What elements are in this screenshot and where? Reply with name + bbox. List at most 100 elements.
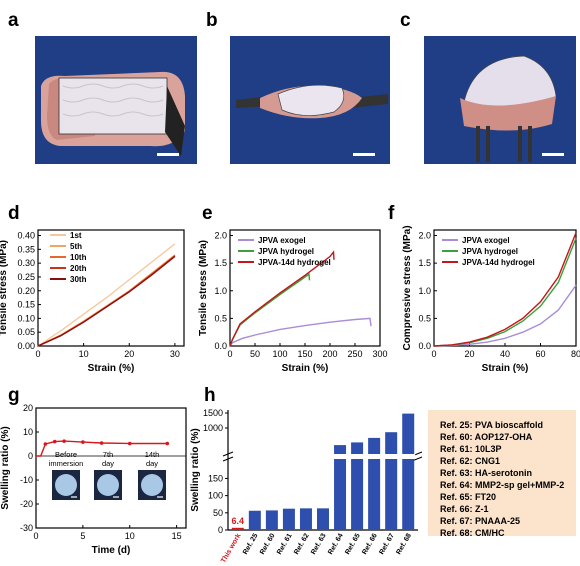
x-tick-label: 0	[227, 349, 232, 359]
y-tick-label: 100	[208, 491, 223, 501]
data-point	[52, 439, 57, 444]
inset-caption: 7th	[103, 450, 113, 459]
x-tick-label: 15	[172, 531, 182, 541]
ref-item: Ref. 67: PNAAA-25	[440, 516, 521, 526]
x-tick-label: 10	[125, 531, 135, 541]
x-tick-label: 5	[80, 531, 85, 541]
scale-bar-a	[157, 153, 179, 156]
x-tick-label: 0	[35, 349, 40, 359]
legend-entry: JPVA hydrogel	[258, 247, 314, 256]
bar-ref	[248, 510, 261, 530]
y-tick-label: 0.15	[17, 300, 35, 310]
y-tick-label: 150	[208, 473, 223, 483]
data-point	[81, 440, 85, 444]
x-tick-label: 20	[464, 349, 474, 359]
y-tick-label: 0.30	[17, 258, 35, 268]
bar-break-gap	[367, 454, 382, 459]
bar-ref	[385, 432, 398, 530]
x-axis-label: Strain (%)	[482, 363, 529, 374]
chart-g-frame	[35, 407, 187, 529]
bar-this-work	[231, 527, 244, 530]
scale-bar-b	[353, 153, 375, 156]
y-tick-label: 0.25	[17, 272, 35, 282]
ref-item: Ref. 66: Z-1	[440, 504, 489, 514]
legend-entry: 1st	[70, 231, 82, 240]
panel-label-e: e	[202, 203, 213, 224]
photo-b-tissue-stretched	[230, 36, 390, 164]
y-tick-label: 0.40	[17, 231, 35, 241]
x-tick-label: Ref. 67	[378, 532, 396, 555]
y-tick-label: -10	[20, 475, 33, 485]
y-tick-label: 1.0	[418, 286, 431, 296]
data-point	[43, 442, 48, 446]
x-tick-label: Ref. 63	[310, 532, 328, 555]
bar-break-gap	[350, 454, 365, 459]
y-tick-label: 0.5	[418, 313, 431, 323]
legend-entry: 5th	[70, 242, 82, 251]
series-line-2	[229, 250, 335, 347]
x-tick-label: 60	[535, 349, 545, 359]
panel-label-h: h	[204, 385, 216, 406]
x-axis-label: Strain (%)	[88, 363, 135, 374]
inset-caption: Before	[55, 450, 77, 459]
x-tick-label: 150	[297, 349, 312, 359]
y-tick-label: 0.05	[17, 327, 35, 337]
x-tick-label: 200	[322, 349, 337, 359]
bar-ref	[334, 445, 347, 530]
y-tick-label: 2.0	[214, 231, 227, 241]
x-tick-label: 10	[79, 349, 89, 359]
y-axis-label: Tensile stress (MPa)	[198, 240, 209, 336]
ref-item: Ref. 65: FT20	[440, 492, 497, 502]
bar-ref	[402, 413, 415, 530]
data-point	[127, 441, 132, 446]
y-tick-label: 1000	[203, 423, 223, 433]
x-tick-label: Ref. 60	[259, 532, 277, 555]
y-tick-label: 0.00	[17, 341, 35, 351]
y-tick-label: -20	[20, 499, 33, 509]
y-tick-label: 20	[23, 403, 33, 413]
y-tick-label: 50	[213, 508, 223, 518]
x-tick-label: 300	[372, 349, 387, 359]
y-tick-label: 1.5	[214, 258, 227, 268]
bar-ref	[368, 437, 381, 530]
photo-c-drawing	[460, 55, 557, 162]
photo-a-tissue-patch	[35, 36, 197, 164]
x-tick-label: 100	[272, 349, 287, 359]
hydrogel-disc	[97, 474, 119, 496]
data-point	[165, 441, 170, 446]
bar-break-gap	[401, 454, 416, 459]
y-axis-label: Tensile stress (MPa)	[0, 240, 9, 336]
ref-item: Ref. 62: CNG1	[440, 456, 501, 466]
legend-entry: 20th	[70, 264, 87, 273]
legend-entry: JPVA exogel	[462, 236, 510, 245]
bar-ref	[317, 508, 329, 530]
y-tick-label: 0.35	[17, 244, 35, 254]
y-axis-label: Compressive stress (MPa)	[402, 225, 413, 350]
legend-entry: JPVA hydrogel	[462, 247, 518, 256]
y-tick-label: 0.0	[418, 341, 431, 351]
x-tick-label: Ref. 64	[327, 532, 345, 555]
panel-label-g: g	[8, 385, 20, 406]
x-tick-label: Ref. 65	[344, 532, 362, 555]
legend-entry: JPVA-14d hydrogel	[258, 258, 331, 267]
data-point	[99, 441, 104, 445]
y-tick-label: 0.0	[214, 341, 227, 351]
x-tick-label: Ref. 25	[242, 532, 260, 555]
x-axis-label: Time (d)	[92, 545, 131, 556]
series-line-0	[433, 284, 577, 347]
y-tick-label: 0.20	[17, 286, 35, 296]
axis-break-mark	[222, 456, 234, 462]
y-tick-label: 1500	[203, 408, 223, 418]
x-tick-label: Ref. 68	[395, 532, 413, 555]
series-line-2	[433, 232, 577, 347]
bar-ref	[299, 508, 312, 530]
series-line-0	[37, 243, 176, 347]
bar-ref	[265, 510, 278, 530]
ref-item: Ref. 64: MMP2-sp gel+MMP-2	[440, 480, 565, 490]
axis-break-mark	[222, 451, 234, 457]
y-tick-label: 0.5	[214, 313, 227, 323]
